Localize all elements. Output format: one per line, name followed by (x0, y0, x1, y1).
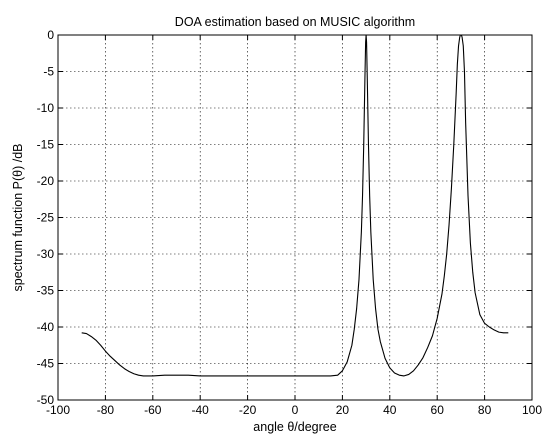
y-tick-label: -40 (37, 320, 55, 334)
chart-title: DOA estimation based on MUSIC algorithm (175, 15, 415, 29)
x-tick-label: 60 (431, 403, 445, 417)
x-tick-label: 80 (478, 403, 492, 417)
x-tick-label: -40 (192, 403, 210, 417)
y-tick-label: -25 (37, 211, 55, 225)
y-tick-label: -45 (37, 357, 55, 371)
y-tick-label: -10 (37, 101, 55, 115)
y-tick-label: -50 (37, 393, 55, 407)
x-tick-label: 0 (292, 403, 299, 417)
ticks (57, 34, 533, 401)
y-tick-label: -30 (37, 247, 55, 261)
y-tick-label: -20 (37, 174, 55, 188)
y-tick-label: -5 (43, 65, 54, 79)
grid (57, 34, 533, 401)
x-tick-label: -100 (46, 403, 70, 417)
x-tick-labels: -100 -80 -60 -40 -20 0 20 40 60 80 100 (46, 403, 542, 417)
x-tick-label: 100 (522, 403, 542, 417)
x-tick-label: 20 (336, 403, 350, 417)
x-tick-label: -80 (97, 403, 115, 417)
x-tick-label: -60 (144, 403, 162, 417)
y-tick-label: 0 (47, 28, 54, 42)
y-axis-label: spectrum function P(θ) /dB (11, 144, 25, 292)
x-tick-label: -20 (239, 403, 257, 417)
series-line (81, 34, 509, 377)
y-tick-labels: 0 -5 -10 -15 -20 -25 -30 -35 -40 -45 -50 (37, 28, 55, 407)
x-tick-label: 40 (383, 403, 397, 417)
series-layer (81, 34, 509, 377)
y-tick-label: -15 (37, 138, 55, 152)
y-tick-label: -35 (37, 284, 55, 298)
x-axis-label: angle θ/degree (253, 420, 336, 434)
